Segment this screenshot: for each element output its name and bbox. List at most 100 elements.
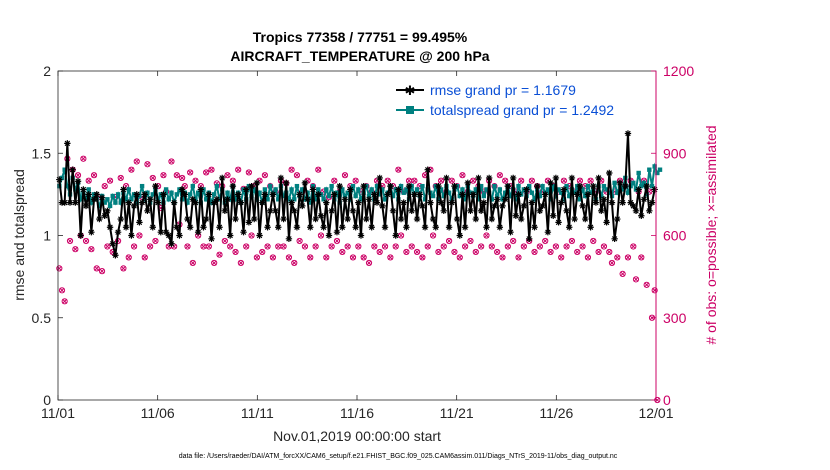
rmse-point xyxy=(464,179,471,187)
rmse-point xyxy=(638,212,645,219)
rmse-point xyxy=(400,199,407,206)
obs-assimilated-point xyxy=(382,243,388,250)
obs-possible-point xyxy=(638,254,645,261)
spread-point xyxy=(545,187,551,192)
spread-point xyxy=(580,187,585,192)
legend-box xyxy=(392,77,654,121)
rmse-point xyxy=(646,207,653,215)
spread-point xyxy=(78,197,83,202)
obs-possible-point xyxy=(301,243,309,250)
rmse-point xyxy=(122,224,130,231)
spread-point xyxy=(390,193,396,199)
spread-point xyxy=(265,197,270,202)
obs-assimilated-point xyxy=(438,178,444,184)
obs-assimilated-point xyxy=(243,243,249,250)
rmse-point xyxy=(405,182,413,190)
rmse-point xyxy=(307,224,314,231)
obs-assimilated-point xyxy=(366,260,372,266)
spread-point xyxy=(257,190,262,195)
rmse-point xyxy=(622,182,629,190)
rmse-point xyxy=(213,196,221,203)
rmse-point xyxy=(259,199,266,206)
rmse-point xyxy=(344,215,351,223)
rmse-point xyxy=(448,199,455,206)
y-tick-label-left: 2 xyxy=(43,63,51,79)
obs-possible-point xyxy=(291,259,298,267)
obs-assimilated-point xyxy=(187,169,193,175)
obs-possible-point xyxy=(494,248,501,256)
spread-point xyxy=(86,187,91,192)
spread-point xyxy=(59,175,65,181)
rmse-point xyxy=(221,207,229,215)
spread-point xyxy=(107,203,113,209)
obs-possible-point xyxy=(462,243,469,250)
spread-point xyxy=(537,193,543,199)
obs-possible-point xyxy=(179,174,186,182)
obs-assimilated-point xyxy=(574,249,580,255)
rmse-point xyxy=(61,199,68,206)
rmse-point xyxy=(248,182,255,190)
obs-assimilated-point xyxy=(142,254,148,260)
spread-point xyxy=(561,197,567,202)
spread-point xyxy=(564,183,569,189)
rmse-point xyxy=(74,178,82,185)
rmse-point xyxy=(202,215,210,223)
obs-possible-point xyxy=(261,172,268,179)
spread-point xyxy=(214,183,220,189)
spread-point xyxy=(225,190,230,195)
spread-point xyxy=(163,187,169,192)
obs-possible-point xyxy=(333,237,341,245)
spread-point xyxy=(211,192,217,197)
obs-assimilated-point xyxy=(88,246,94,252)
obs-assimilated-point xyxy=(342,172,348,178)
spread-point xyxy=(607,190,612,195)
rmse-point xyxy=(469,191,477,198)
rmse-point xyxy=(112,252,119,259)
rmse-point xyxy=(413,215,421,223)
obs-possible-point xyxy=(376,248,383,256)
rmse-point xyxy=(485,174,493,182)
rmse-point xyxy=(648,199,656,206)
rmse-point xyxy=(630,202,637,210)
obs-assimilated-point xyxy=(542,238,548,244)
obs-possible-point xyxy=(496,172,503,179)
obs-assimilated-point xyxy=(208,167,215,173)
obs-possible-point xyxy=(245,169,252,176)
spread-point xyxy=(358,197,364,202)
obs-possible-point xyxy=(120,265,127,272)
rmse-point xyxy=(632,207,640,215)
obs-possible-point xyxy=(488,243,495,250)
obs-possible-point xyxy=(478,243,485,250)
obs-assimilated-point xyxy=(345,243,351,250)
obs-possible-point xyxy=(651,287,658,294)
spread-point xyxy=(313,197,318,202)
rmse-point xyxy=(82,202,90,210)
obs-possible-point xyxy=(293,172,301,179)
spread-point xyxy=(585,183,591,189)
spread-point xyxy=(185,200,190,205)
footer-datafile: data file: /Users/raeder/DAI/ATM_forcXX/… xyxy=(179,453,618,460)
rmse-point xyxy=(437,199,445,206)
spread-point xyxy=(494,193,500,199)
obs-possible-point xyxy=(403,248,410,256)
spread-point xyxy=(123,197,129,202)
rmse-point xyxy=(296,191,303,198)
obs-possible-point xyxy=(643,281,650,288)
spread-point xyxy=(118,200,123,205)
spread-point xyxy=(652,164,657,169)
y-tick-label-right: 1200 xyxy=(663,63,694,79)
rmse-point xyxy=(176,232,183,239)
rmse-point xyxy=(427,199,434,206)
spread-point xyxy=(583,193,588,199)
obs-possible-point xyxy=(98,268,106,275)
spread-point xyxy=(137,193,142,199)
obs-assimilated-point xyxy=(86,178,92,184)
spread-point xyxy=(195,190,201,195)
rmse-point xyxy=(256,232,263,239)
obs-possible-point xyxy=(133,158,140,165)
obs-possible-point xyxy=(563,243,570,250)
obs-assimilated-point xyxy=(521,243,527,250)
spread-point xyxy=(329,183,334,189)
rmse-point xyxy=(98,194,106,201)
